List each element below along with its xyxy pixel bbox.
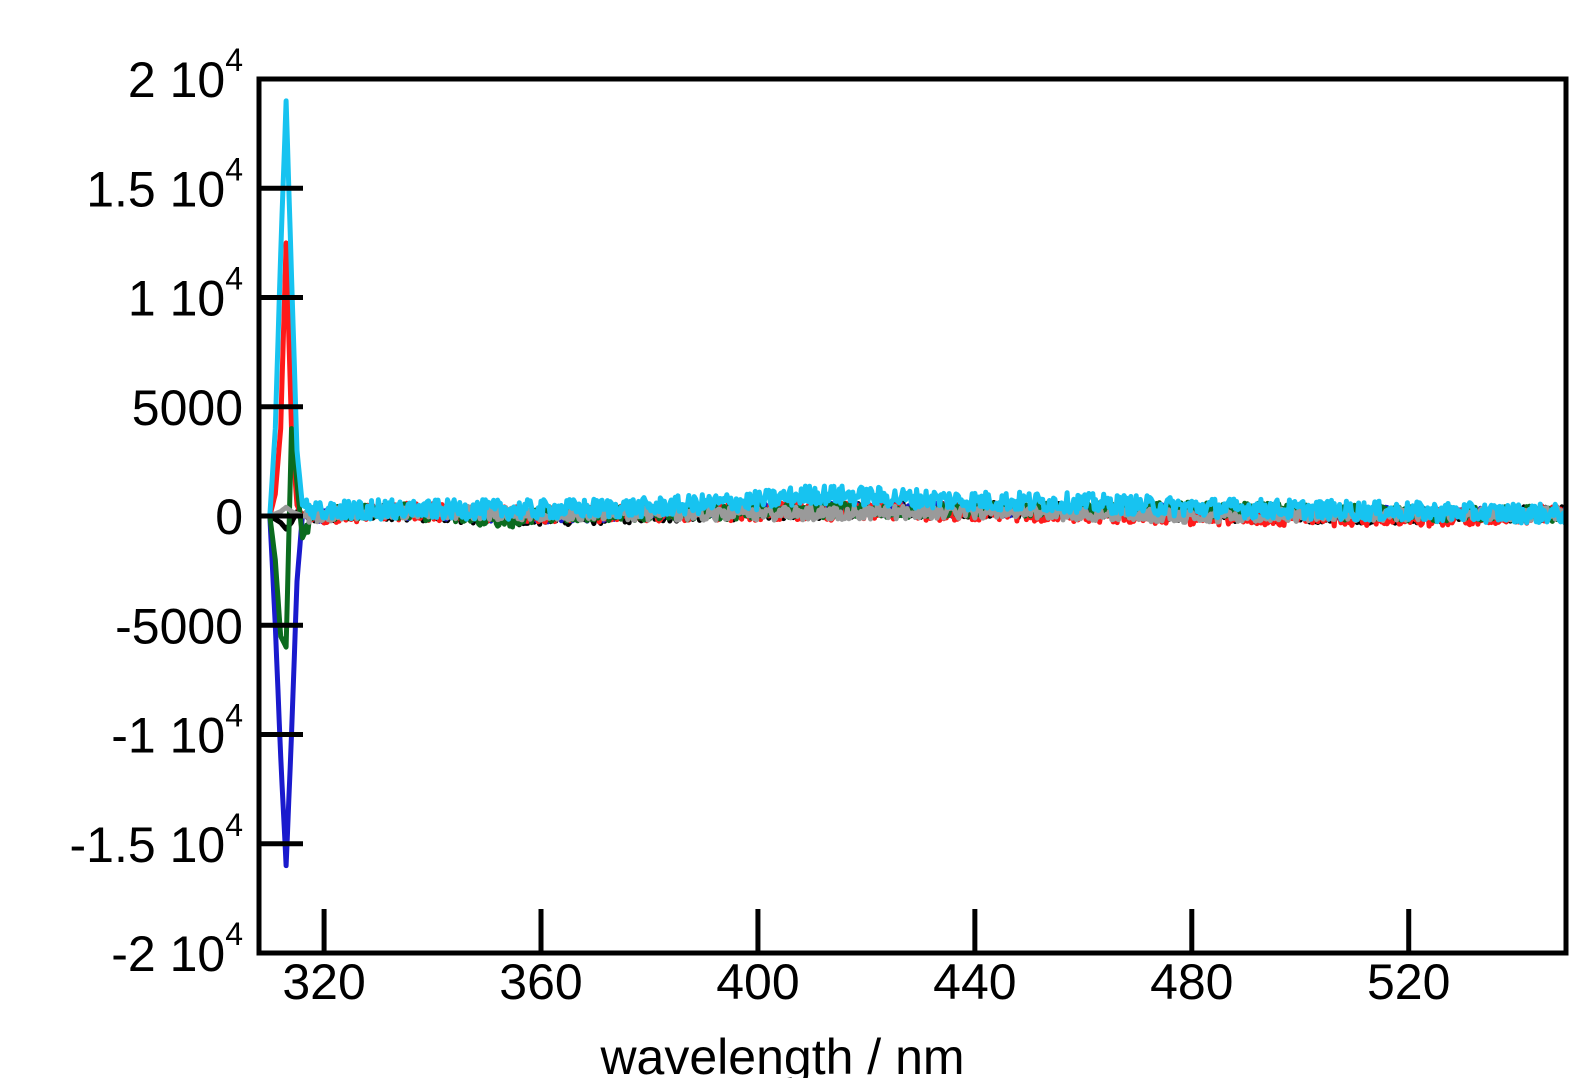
x-tick-label: 520 [1367, 954, 1450, 1010]
y-tick-label: 5000 [132, 380, 243, 436]
x-axis: 320 360 400 440 480 520 [282, 909, 1450, 1010]
x-tick-label: 320 [282, 954, 365, 1010]
y-tick-label: -5000 [115, 598, 243, 654]
y-tick-label: -1.5 104 [70, 807, 243, 873]
y-tick-label: 1.5 104 [86, 151, 243, 217]
series-line-2 [267, 500, 1569, 869]
x-tick-label: 400 [716, 954, 799, 1010]
y-tick-label: 0 [215, 489, 243, 545]
y-tick-label: 1 104 [128, 261, 243, 327]
y-tick-label: 2 104 [128, 42, 243, 108]
y-axis: 2 104 1.5 104 1 104 5000 0 -5000 -1 104 -1.5 10… [70, 42, 303, 982]
series-line-4 [267, 426, 1569, 650]
y-tick-label: -1 104 [111, 698, 243, 764]
x-tick-label: 480 [1150, 954, 1233, 1010]
series-line-3 [267, 240, 1569, 529]
series-layer [267, 98, 1569, 869]
y-tick-label: -2 104 [111, 916, 243, 982]
x-axis-title: wavelength / nm [599, 1029, 964, 1078]
x-tick-label: 440 [933, 954, 1016, 1010]
x-tick-label: 360 [499, 954, 582, 1010]
series-line-6 [267, 98, 1569, 526]
